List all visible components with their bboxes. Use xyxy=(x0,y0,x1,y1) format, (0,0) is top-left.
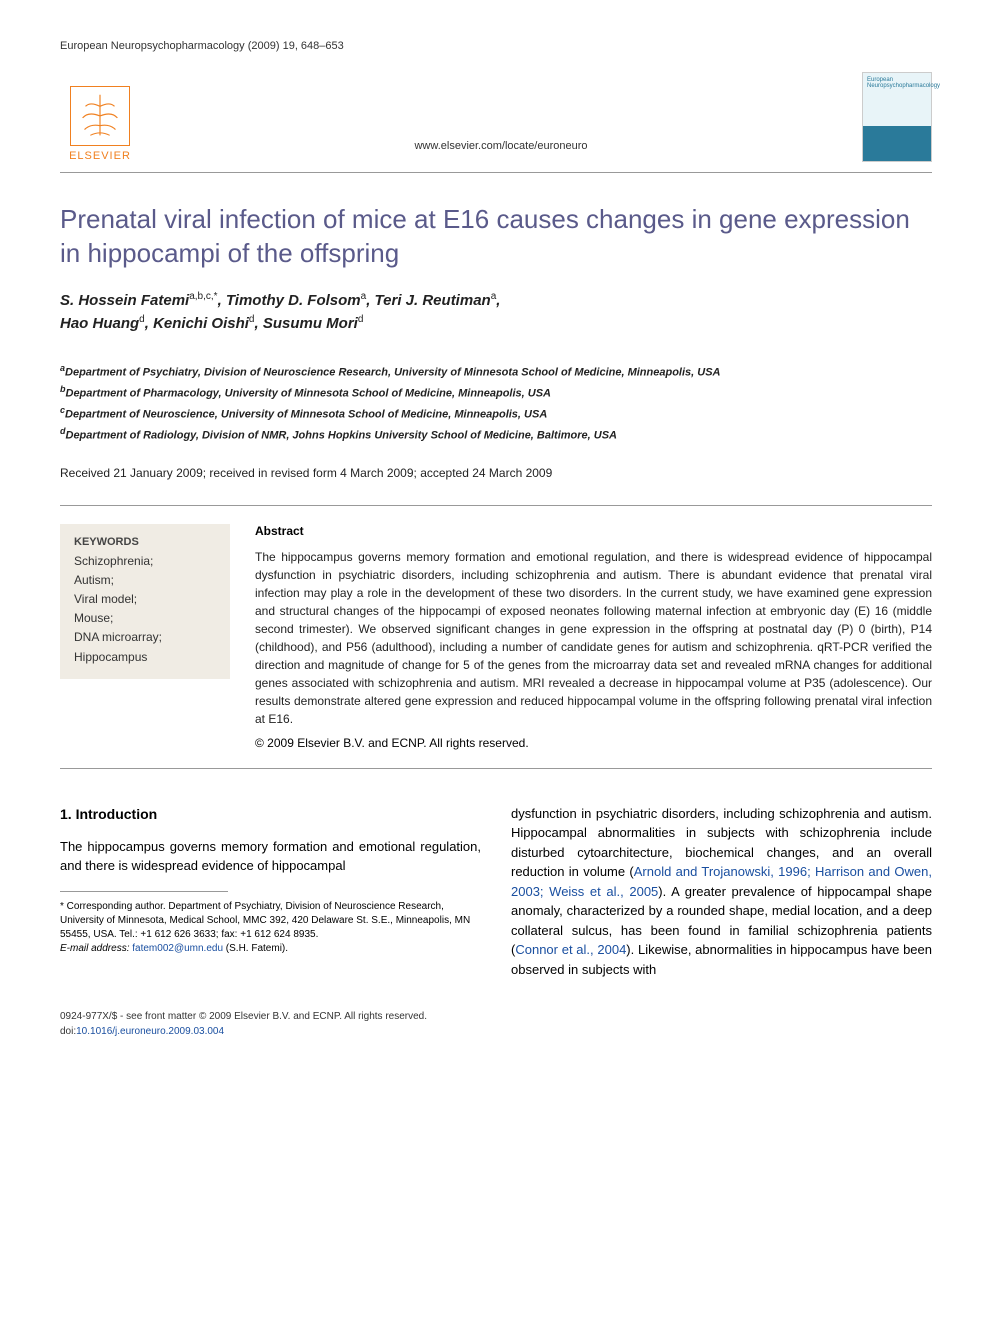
affiliations: aDepartment of Psychiatry, Division of N… xyxy=(60,361,932,446)
author-1: S. Hossein Fatemi xyxy=(60,292,189,309)
journal-cover-title: European Neuropsychopharmacology xyxy=(863,73,931,93)
author-6: , Susumu Mori xyxy=(254,315,357,332)
elsevier-tree-icon xyxy=(70,86,130,146)
elsevier-logo: ELSEVIER xyxy=(60,72,140,162)
author-4: Hao Huang xyxy=(60,315,139,332)
authors: S. Hossein Fatemia,b,c,*, Timothy D. Fol… xyxy=(60,289,932,336)
aff-c: Department of Neuroscience, University o… xyxy=(65,409,547,421)
email-suffix: (S.H. Fatemi). xyxy=(223,943,288,954)
journal-url[interactable]: www.elsevier.com/locate/euroneuro xyxy=(414,140,587,152)
author-6-sup: d xyxy=(358,314,364,325)
top-bar: ELSEVIER www.elsevier.com/locate/euroneu… xyxy=(60,72,932,173)
footer-copyright: 0924-977X/$ - see front matter © 2009 El… xyxy=(60,1009,932,1024)
body-col-right: dysfunction in psychiatric disorders, in… xyxy=(511,804,932,980)
doi-link[interactable]: 10.1016/j.euroneuro.2009.03.004 xyxy=(76,1026,224,1037)
footnote-divider xyxy=(60,891,228,892)
intro-para-1: The hippocampus governs memory formation… xyxy=(60,837,481,876)
email-label: E-mail address: xyxy=(60,943,132,954)
body-col-left: 1. Introduction The hippocampus governs … xyxy=(60,804,481,980)
aff-d: Department of Radiology, Division of NMR… xyxy=(66,430,618,442)
abstract-copyright: © 2009 Elsevier B.V. and ECNP. All right… xyxy=(255,736,932,750)
email-footnote: E-mail address: fatem002@umn.edu (S.H. F… xyxy=(60,942,481,956)
intro-heading: 1. Introduction xyxy=(60,804,481,825)
corresponding-footnote: * Corresponding author. Department of Ps… xyxy=(60,900,481,942)
keywords-heading: KEYWORDS xyxy=(74,536,216,548)
doi-label: doi: xyxy=(60,1026,76,1037)
footer: 0924-977X/$ - see front matter © 2009 El… xyxy=(60,1009,932,1039)
citation-header: European Neuropsychopharmacology (2009) … xyxy=(60,40,932,52)
keywords-box: KEYWORDS Schizophrenia; Autism; Viral mo… xyxy=(60,524,230,679)
keywords-list: Schizophrenia; Autism; Viral model; Mous… xyxy=(74,552,216,667)
author-1-sup: a,b,c,* xyxy=(189,291,217,302)
article-dates: Received 21 January 2009; received in re… xyxy=(60,466,932,480)
author-2: , Timothy D. Folsom xyxy=(218,292,361,309)
abstract-text: The hippocampus governs memory formation… xyxy=(255,548,932,728)
journal-cover: European Neuropsychopharmacology xyxy=(862,72,932,162)
author-5: , Kenichi Oishi xyxy=(145,315,249,332)
body-columns: 1. Introduction The hippocampus governs … xyxy=(60,804,932,980)
email-link[interactable]: fatem002@umn.edu xyxy=(132,943,223,954)
aff-b: Department of Pharmacology, University o… xyxy=(66,388,552,400)
abstract-section: KEYWORDS Schizophrenia; Autism; Viral mo… xyxy=(60,505,932,769)
elsevier-label: ELSEVIER xyxy=(69,150,131,162)
intro-para-2: dysfunction in psychiatric disorders, in… xyxy=(511,804,932,980)
abstract-heading: Abstract xyxy=(255,524,932,538)
author-3: , Teri J. Reutiman xyxy=(366,292,490,309)
author-3-sup: a xyxy=(491,291,497,302)
article-title: Prenatal viral infection of mice at E16 … xyxy=(60,203,932,271)
aff-a: Department of Psychiatry, Division of Ne… xyxy=(65,366,720,378)
citation-link-2[interactable]: Connor et al., 2004 xyxy=(515,942,626,957)
abstract-content: Abstract The hippocampus governs memory … xyxy=(255,524,932,750)
